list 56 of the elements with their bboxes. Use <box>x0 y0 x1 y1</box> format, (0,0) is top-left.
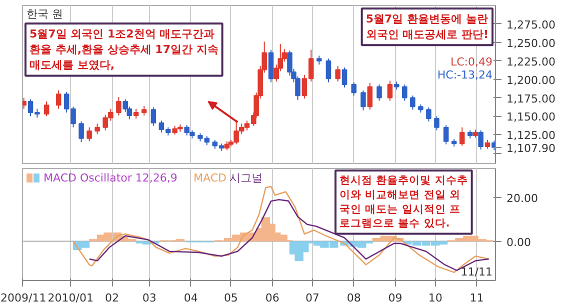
candlestick <box>387 80 393 102</box>
candlestick <box>56 90 62 110</box>
candlestick <box>459 126 465 146</box>
annotation: 현시점 환율추이및 지수추 이와 비교해보면 전일 외 국인 매도는 일시적인 프 로그램으로 볼수 있다. <box>340 174 468 230</box>
candlestick <box>133 108 139 119</box>
x-tick-label: 06 <box>265 292 280 304</box>
candlestick <box>78 120 84 143</box>
y-tick-label: 1,250.00 <box>506 36 556 50</box>
candlestick <box>335 66 340 82</box>
annotation: 11/11 <box>460 266 493 278</box>
x-tick-label: 2010/01 <box>48 292 94 304</box>
y-tick-label: 1,275.00 <box>506 18 556 32</box>
x-tick-label: 02 <box>105 292 120 304</box>
y-tick-label: 1,200.00 <box>506 74 556 87</box>
x-tick-label: 10 <box>428 292 442 304</box>
candlestick <box>141 105 147 116</box>
candlestick <box>44 100 50 117</box>
x-tick-label: 11 <box>470 292 484 304</box>
candlestick <box>326 58 332 83</box>
candlestick <box>116 96 122 116</box>
candlestick <box>426 106 432 122</box>
x-tick-label: 05 <box>224 292 238 304</box>
candlestick <box>150 106 156 126</box>
candlestick <box>351 82 357 96</box>
candlestick <box>360 90 366 111</box>
annotation: 5월7일 환율변동에 놀란 외국인 매도공세로 판단! <box>366 12 489 42</box>
candlestick <box>410 95 416 110</box>
x-tick-label: 07 <box>305 292 320 304</box>
annotation: 5월7일 외국인 1조2천억 매도구간과 환율 추세,환율 상승추세 17일간 지속 매도세를 보였다, <box>30 28 218 72</box>
y-tick-label: 1,150.00 <box>506 110 556 124</box>
candlestick <box>86 126 92 142</box>
x-tick-label: 2009/11 <box>0 292 46 304</box>
text: MACD <box>194 172 226 184</box>
x-tick-label: 08 <box>346 292 361 304</box>
annotation: LC:0,49 <box>450 56 493 68</box>
x-tick-label: 04 <box>184 292 198 304</box>
candlestick <box>342 67 348 88</box>
x-tick-label: 09 <box>388 292 402 304</box>
x-tick-label: 03 <box>142 292 156 304</box>
candlestick <box>434 116 440 131</box>
y-tick-label: 1,125.00 <box>506 129 556 142</box>
y-tick-label: 1,175.00 <box>506 92 556 106</box>
legend-label: MACD Oscillator 12,26,9 <box>44 172 178 184</box>
annotation: HC:-13,24 <box>437 68 493 82</box>
candlestick <box>367 82 373 110</box>
y-tick-label: 20.00 <box>506 192 538 205</box>
candlestick <box>478 130 484 150</box>
candlestick <box>376 84 382 102</box>
y-tick-label: 1,107.90 <box>506 142 556 155</box>
candlestick <box>443 124 449 145</box>
y-tick-label: 0.00 <box>506 236 531 249</box>
candlestick <box>402 84 408 102</box>
y-tick-label: 1,225.00 <box>506 55 556 68</box>
series-label: 시그널 <box>230 172 262 184</box>
candlestick <box>94 123 100 134</box>
chart-title: 한국 원 <box>26 8 63 20</box>
